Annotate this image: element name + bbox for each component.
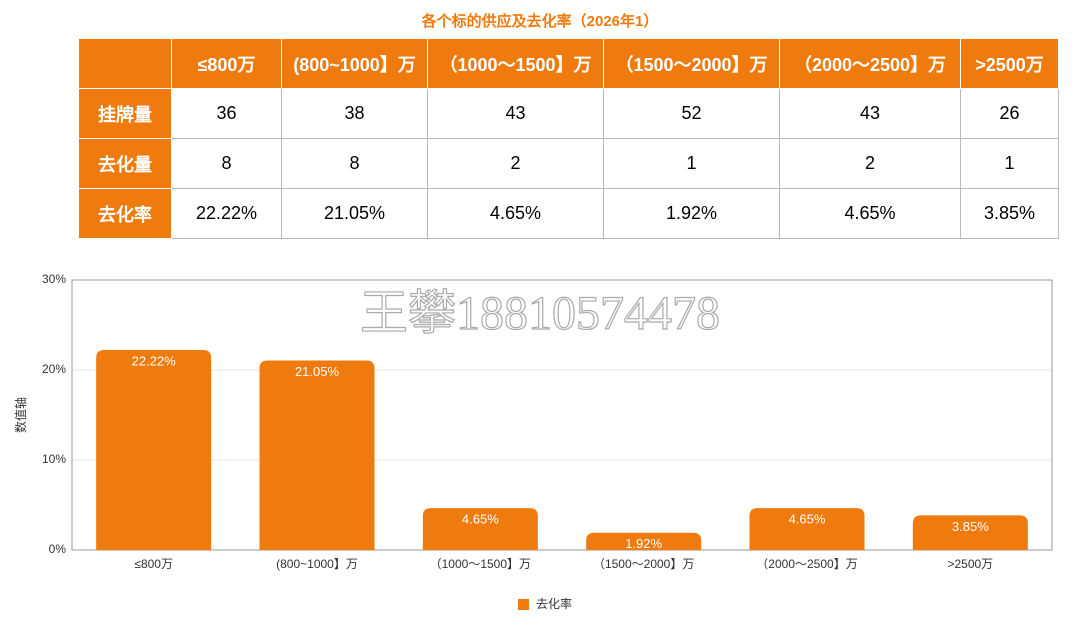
y-tick-label: 0% xyxy=(49,542,67,556)
x-tick-label: （1000～1500】万 xyxy=(430,557,531,571)
table-cell: 1 xyxy=(960,138,1059,189)
table-cell: 2 xyxy=(427,138,604,189)
table-cell: 3.85% xyxy=(960,188,1059,239)
x-tick-label: >2500万 xyxy=(947,557,993,571)
table-row: 去化率 22.22% 21.05% 4.65% 1.92% 4.65% 3.85% xyxy=(78,188,1059,239)
bar xyxy=(749,508,865,550)
table-cell: 21.05% xyxy=(281,188,428,239)
legend-swatch xyxy=(518,599,529,610)
header-cell: >2500万 xyxy=(960,38,1059,89)
x-tick-label: （1500～2000】万 xyxy=(593,557,694,571)
table-cell: 52 xyxy=(603,88,780,139)
table-cell: 4.65% xyxy=(427,188,604,239)
y-tick-label: 30% xyxy=(42,272,66,286)
table-cell: 43 xyxy=(779,88,961,139)
legend-label: 去化率 xyxy=(536,596,572,611)
table-row: 去化量 8 8 2 1 2 1 xyxy=(78,138,1059,189)
data-label: 21.05% xyxy=(295,364,340,379)
bar xyxy=(422,508,538,550)
table-cell: 1.92% xyxy=(603,188,780,239)
row-label: 去化量 xyxy=(78,138,172,189)
y-tick-label: 10% xyxy=(42,452,66,466)
y-tick-label: 20% xyxy=(42,362,66,376)
x-tick-label: （2000～2500】万 xyxy=(756,557,857,571)
data-label: 1.92% xyxy=(625,536,662,551)
table-cell: 8 xyxy=(171,138,282,189)
plot-border xyxy=(71,279,1053,551)
table-cell: 38 xyxy=(281,88,428,139)
table-title: 各个标的供应及去化率（2026年1） xyxy=(421,13,659,30)
bar xyxy=(259,360,375,550)
data-label: 4.65% xyxy=(789,512,826,527)
data-label: 4.65% xyxy=(462,512,499,527)
table-cell: 36 xyxy=(171,88,282,139)
table-row: 挂牌量 36 38 43 52 43 26 xyxy=(78,88,1059,139)
x-tick-label: (800~1000】万 xyxy=(276,557,358,571)
row-label: 挂牌量 xyxy=(78,88,172,139)
x-tick-label: ≤800万 xyxy=(134,557,173,571)
data-label: 3.85% xyxy=(952,519,989,534)
header-row: ≤800万 (800~1000】万 （1000～1500】万 （1500～2000】万… xyxy=(78,38,1059,89)
table-cell: 2 xyxy=(779,138,961,189)
table-cell: 4.65% xyxy=(779,188,961,239)
bar xyxy=(912,515,1028,550)
header-cell: （1000～1500】万 xyxy=(427,38,604,89)
data-label: 22.22% xyxy=(132,353,177,368)
header-cell: （2000～2500】万 xyxy=(779,38,961,89)
bar xyxy=(586,532,702,550)
table-cell: 43 xyxy=(427,88,604,139)
data-table: ≤800万 (800~1000】万 （1000～1500】万 （1500～2000】万… xyxy=(78,38,1059,239)
bar xyxy=(96,350,212,550)
y-axis-title: 数值轴 xyxy=(13,397,28,433)
header-cell: （1500～2000】万 xyxy=(603,38,780,89)
watermark: 王攀18810574478 xyxy=(360,287,720,340)
